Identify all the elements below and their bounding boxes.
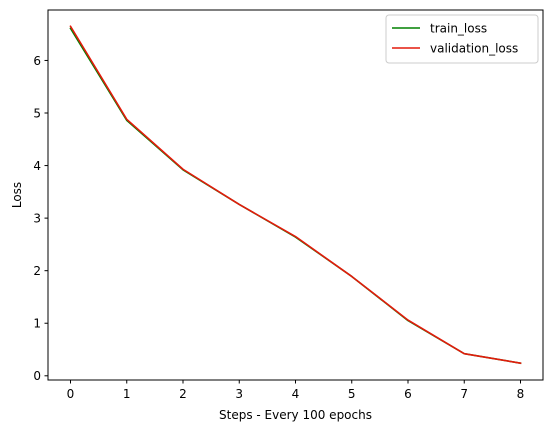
x-axis-label: Steps - Every 100 epochs [219, 408, 372, 422]
series-line-validation-loss [69, 25, 522, 365]
legend-box [385, 14, 539, 64]
series-layer [69, 25, 522, 365]
legend-label-validation-loss: validation_loss [430, 41, 518, 55]
y-axis-label: Loss [10, 182, 24, 208]
plot-area [48, 10, 543, 380]
legend-label-train-loss: train_loss [430, 21, 487, 35]
legend: train_loss validation_loss [385, 14, 539, 64]
y-tick-label: 0 [33, 369, 41, 383]
x-axis-ticks: 0 1 2 3 4 5 6 7 8 [67, 380, 525, 401]
y-tick-label: 3 [33, 211, 41, 225]
x-tick-label: 3 [235, 387, 243, 401]
x-tick-label: 1 [123, 387, 131, 401]
x-tick-label: 2 [179, 387, 187, 401]
y-tick-label: 4 [33, 159, 41, 173]
y-tick-label: 1 [33, 317, 41, 331]
x-tick-label: 8 [517, 387, 525, 401]
y-tick-label: 2 [33, 264, 41, 278]
x-tick-label: 7 [460, 387, 468, 401]
y-tick-label: 5 [33, 106, 41, 120]
x-tick-label: 4 [292, 387, 300, 401]
x-tick-label: 0 [67, 387, 75, 401]
y-axis-ticks: 0 1 2 3 4 5 6 [33, 54, 48, 383]
x-tick-label: 5 [348, 387, 356, 401]
x-tick-label: 6 [404, 387, 412, 401]
y-tick-label: 6 [33, 54, 41, 68]
plot-frame [47, 9, 544, 381]
